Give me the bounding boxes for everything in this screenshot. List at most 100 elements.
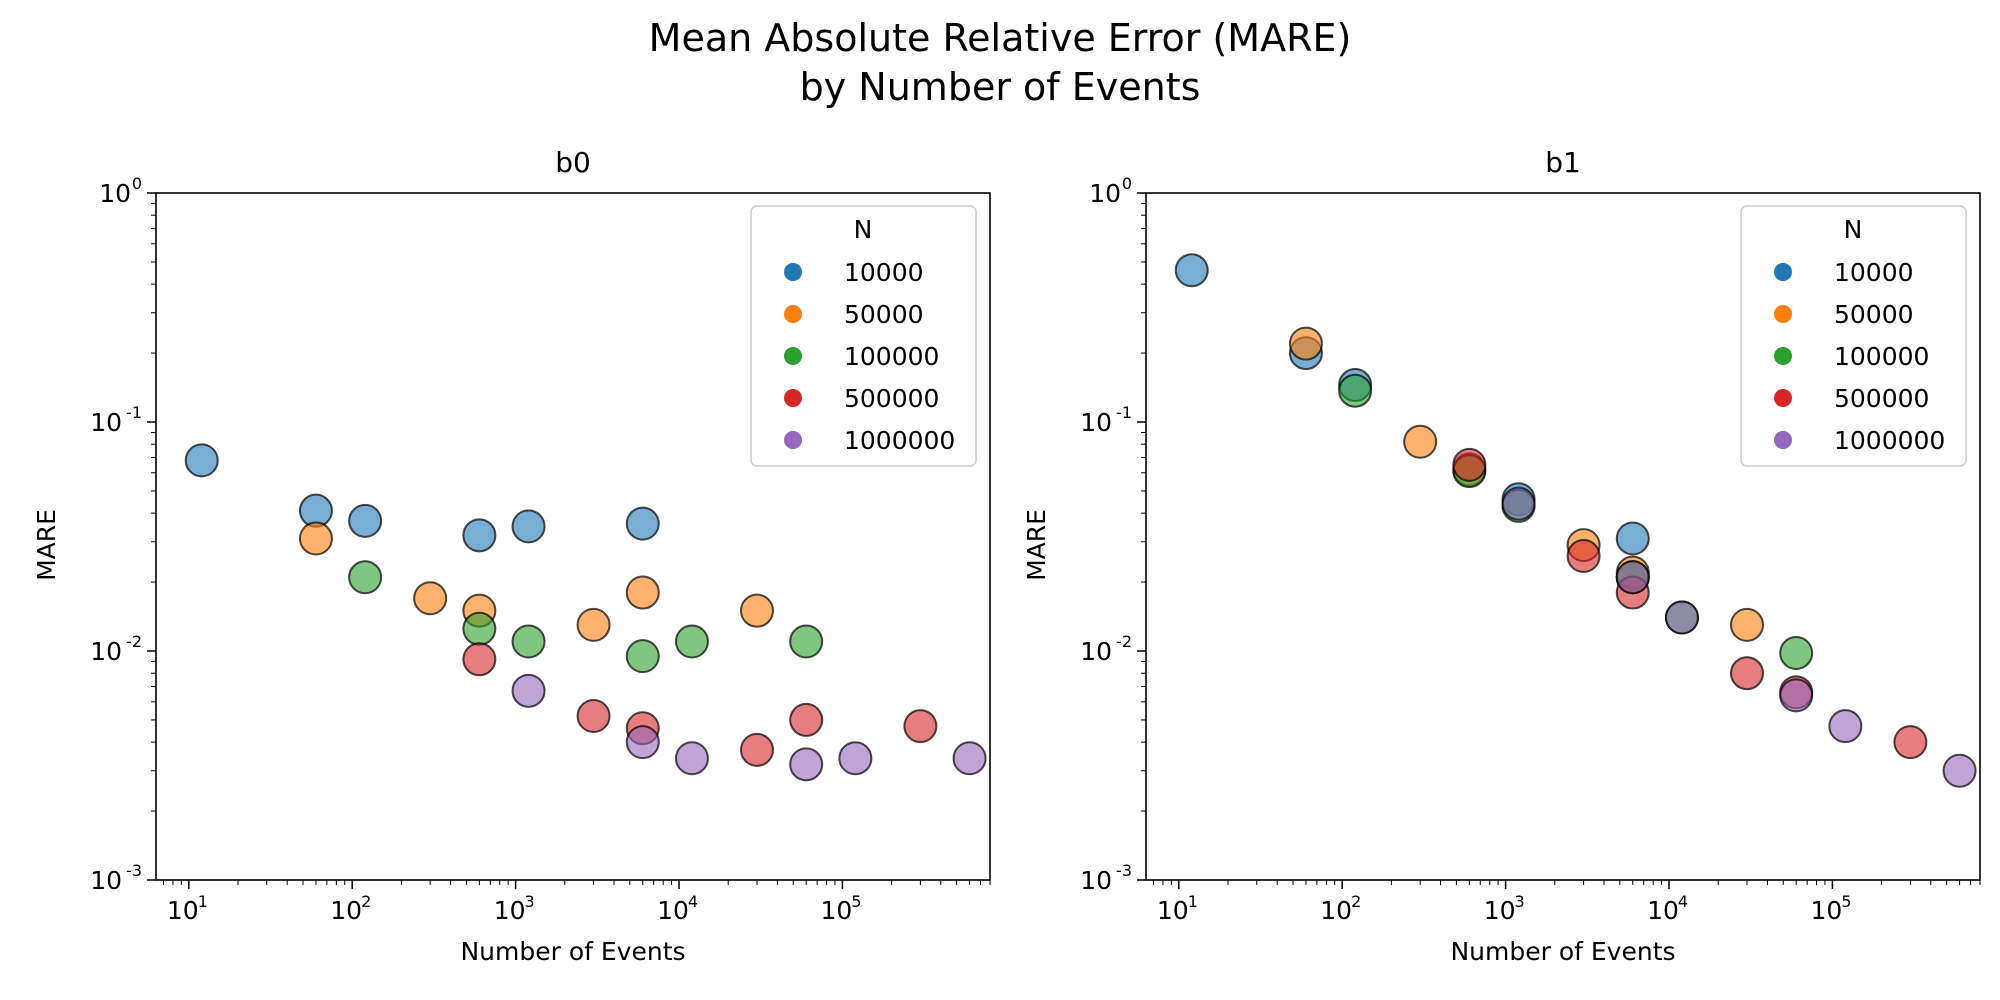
x-tick-label: 10 bbox=[1647, 896, 1679, 925]
y-axis-label: MARE bbox=[1022, 509, 1051, 581]
legend-marker-50000 bbox=[1774, 305, 1792, 323]
y-tick-exponent: -2 bbox=[1116, 632, 1132, 651]
x-tick-exponent: 4 bbox=[1678, 892, 1688, 911]
scatter-point-100000 bbox=[511, 624, 546, 659]
scatter-point-50000 bbox=[298, 521, 333, 556]
scatter-point-100000 bbox=[789, 624, 824, 659]
x-tick-label: 10 bbox=[1811, 896, 1843, 925]
legend-label-100000: 100000 bbox=[1834, 342, 1929, 371]
legend-label-10000: 10000 bbox=[1834, 258, 1914, 287]
x-tick-exponent: 3 bbox=[525, 892, 535, 911]
scatter-point-1000000 bbox=[1664, 600, 1699, 635]
scatter-point-100000 bbox=[1338, 373, 1373, 408]
scatter-point-1000000 bbox=[838, 741, 873, 776]
legend-marker-10000 bbox=[1774, 263, 1792, 281]
scatter-point-50000 bbox=[1403, 424, 1438, 459]
x-tick-label: 10 bbox=[330, 896, 362, 925]
y-tick-exponent: -1 bbox=[126, 403, 142, 422]
legend-label-1000000: 1000000 bbox=[1834, 426, 1945, 455]
scatter-point-10000 bbox=[1615, 521, 1650, 556]
scatter-point-500000 bbox=[1893, 725, 1928, 760]
scatter-points bbox=[1174, 253, 1977, 788]
scatter-point-100000 bbox=[625, 639, 660, 674]
y-tick-label: 10 bbox=[1080, 637, 1112, 666]
y-tick-exponent: 0 bbox=[1122, 174, 1132, 193]
legend-label-50000: 50000 bbox=[844, 300, 924, 329]
scatter-point-1000000 bbox=[1828, 709, 1863, 744]
subplot-title: b0 bbox=[555, 146, 591, 179]
x-tick-exponent: 4 bbox=[688, 892, 698, 911]
scatter-point-1000000 bbox=[952, 741, 987, 776]
x-tick-label: 10 bbox=[494, 896, 526, 925]
legend-label-500000: 500000 bbox=[844, 384, 939, 413]
legend-box bbox=[750, 205, 977, 467]
x-tick-exponent: 3 bbox=[1515, 892, 1525, 911]
x-tick-label: 10 bbox=[1157, 896, 1189, 925]
legend-label-500000: 500000 bbox=[1834, 384, 1929, 413]
x-tick-label: 10 bbox=[1484, 896, 1516, 925]
subplot-title: b1 bbox=[1545, 146, 1581, 179]
x-tick-exponent: 5 bbox=[851, 892, 861, 911]
legend-marker-1000000 bbox=[1774, 431, 1792, 449]
x-tick-label: 10 bbox=[657, 896, 689, 925]
x-tick-exponent: 1 bbox=[198, 892, 208, 911]
x-axis-label: Number of Events bbox=[460, 937, 685, 966]
scatter-point-1000000 bbox=[1615, 560, 1650, 595]
y-tick-label: 10 bbox=[1089, 179, 1121, 208]
legend-label-50000: 50000 bbox=[1834, 300, 1914, 329]
y-tick-exponent: 0 bbox=[132, 174, 142, 193]
scatter-point-100000 bbox=[674, 624, 709, 659]
legend-label-100000: 100000 bbox=[844, 342, 939, 371]
scatter-point-10000 bbox=[462, 518, 497, 553]
scatter-point-1000000 bbox=[511, 673, 546, 708]
scatter-point-50000 bbox=[576, 607, 611, 642]
scatter-point-500000 bbox=[576, 699, 611, 734]
x-tick-label: 10 bbox=[821, 896, 853, 925]
x-tick-exponent: 2 bbox=[1351, 892, 1361, 911]
scatter-point-10000 bbox=[184, 443, 219, 478]
scatter-point-50000 bbox=[1288, 326, 1323, 361]
legend-marker-100000 bbox=[784, 347, 802, 365]
scatter-point-1000000 bbox=[1779, 678, 1814, 713]
y-tick-exponent: -3 bbox=[126, 861, 142, 880]
scatter-point-500000 bbox=[1729, 656, 1764, 691]
scatter-point-100000 bbox=[348, 560, 383, 595]
legend-marker-50000 bbox=[784, 305, 802, 323]
y-tick-exponent: -3 bbox=[1116, 861, 1132, 880]
scatter-point-1000000 bbox=[674, 741, 709, 776]
legend-box bbox=[1740, 205, 1967, 467]
scatter-point-10000 bbox=[511, 509, 546, 544]
scatter-point-1000000 bbox=[1942, 753, 1977, 788]
scatter-point-500000 bbox=[739, 732, 774, 767]
x-axis-label: Number of Events bbox=[1450, 937, 1675, 966]
y-tick-label: 10 bbox=[90, 866, 122, 895]
legend-marker-500000 bbox=[1774, 389, 1792, 407]
scatter-point-1000000 bbox=[1501, 486, 1536, 521]
y-tick-label: 10 bbox=[90, 408, 122, 437]
x-tick-label: 10 bbox=[167, 896, 199, 925]
figure-title-line-1: Mean Absolute Relative Error (MARE) bbox=[649, 16, 1352, 60]
legend-label-10000: 10000 bbox=[844, 258, 924, 287]
scatter-point-500000 bbox=[1452, 447, 1487, 482]
legend-title: N bbox=[854, 215, 873, 244]
legend: N 10000 50000 100000 500000 1000000 bbox=[1740, 205, 1967, 467]
legend-marker-500000 bbox=[784, 389, 802, 407]
y-tick-label: 10 bbox=[1080, 408, 1112, 437]
legend-marker-100000 bbox=[1774, 347, 1792, 365]
scatter-point-500000 bbox=[789, 702, 824, 737]
scatter-point-10000 bbox=[625, 506, 660, 541]
scatter-point-100000 bbox=[462, 611, 497, 646]
scatter-point-50000 bbox=[739, 593, 774, 628]
y-tick-label: 10 bbox=[1080, 866, 1112, 895]
y-tick-label: 10 bbox=[90, 637, 122, 666]
y-tick-label: 10 bbox=[99, 179, 131, 208]
legend-label-1000000: 1000000 bbox=[844, 426, 955, 455]
x-tick-exponent: 5 bbox=[1841, 892, 1851, 911]
y-axis-label: MARE bbox=[32, 509, 61, 581]
scatter-point-50000 bbox=[1729, 607, 1764, 642]
scatter-point-100000 bbox=[1779, 636, 1814, 671]
legend-marker-1000000 bbox=[784, 431, 802, 449]
scatter-point-50000 bbox=[413, 581, 448, 616]
